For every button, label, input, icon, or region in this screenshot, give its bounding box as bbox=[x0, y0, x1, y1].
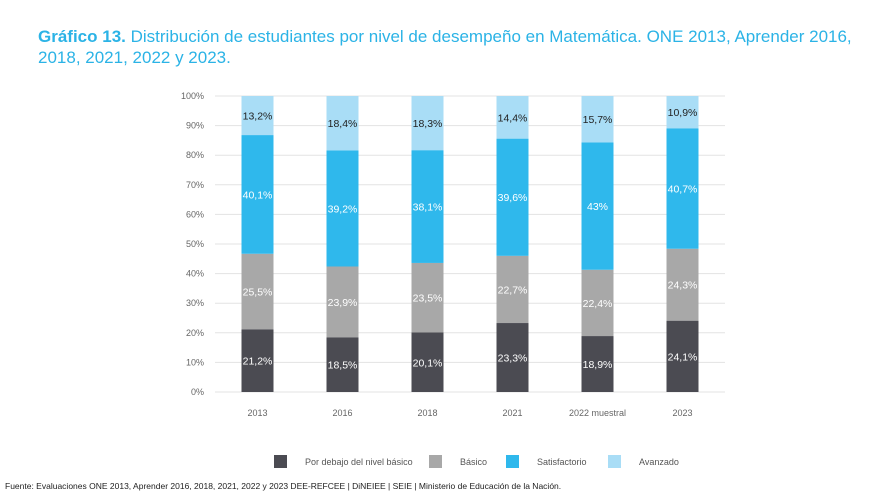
x-tick-label: 2018 bbox=[417, 408, 437, 418]
data-label: 23,5% bbox=[413, 293, 443, 305]
x-tick-label: 2016 bbox=[332, 408, 352, 418]
data-label: 18,4% bbox=[328, 118, 358, 130]
legend-label: Satisfactorio bbox=[537, 457, 587, 467]
x-tick-label: 2023 bbox=[672, 408, 692, 418]
bar-segment bbox=[326, 150, 359, 267]
data-label: 18,9% bbox=[583, 359, 613, 371]
data-label: 38,1% bbox=[413, 202, 443, 214]
data-label: 22,4% bbox=[583, 298, 613, 310]
data-label: 20,1% bbox=[413, 357, 443, 369]
data-label: 22,7% bbox=[498, 284, 528, 296]
bar-segment bbox=[241, 253, 274, 330]
bar-segment bbox=[496, 255, 529, 324]
data-label: 10,9% bbox=[668, 107, 698, 119]
data-label: 39,6% bbox=[498, 192, 528, 204]
legend-swatch bbox=[429, 455, 442, 468]
bar-segment bbox=[411, 96, 444, 151]
y-tick-label: 60% bbox=[186, 209, 204, 219]
legend-swatch bbox=[506, 455, 519, 468]
bar-segment bbox=[666, 128, 699, 249]
y-tick-label: 100% bbox=[181, 91, 204, 101]
y-tick-label: 80% bbox=[186, 150, 204, 160]
data-label: 25,5% bbox=[243, 287, 273, 299]
data-label: 40,7% bbox=[668, 184, 698, 196]
data-label: 14,4% bbox=[498, 112, 528, 124]
y-tick-label: 70% bbox=[186, 180, 204, 190]
chart-title: Gráfico 13. Distribución de estudiantes … bbox=[38, 26, 868, 68]
x-tick-label: 2013 bbox=[247, 408, 267, 418]
data-label: 21,2% bbox=[243, 356, 273, 368]
legend-swatch bbox=[608, 455, 621, 468]
bar-segment bbox=[666, 320, 699, 392]
data-label: 23,9% bbox=[328, 297, 358, 309]
data-label: 13,2% bbox=[243, 111, 273, 123]
bar-segment bbox=[411, 332, 444, 392]
bar-segment bbox=[581, 336, 614, 392]
data-label: 18,5% bbox=[328, 360, 358, 372]
legend-label: Por debajo del nivel básico bbox=[305, 457, 413, 467]
bar-segment bbox=[666, 96, 699, 129]
legend-label: Avanzado bbox=[639, 457, 679, 467]
bar-segment bbox=[326, 266, 359, 338]
bar-segment bbox=[241, 329, 274, 392]
bar-segment bbox=[411, 262, 444, 333]
y-tick-label: 50% bbox=[186, 239, 204, 249]
chart-title-lead: Gráfico 13. bbox=[38, 27, 126, 46]
legend-swatch bbox=[274, 455, 287, 468]
bar-segment bbox=[241, 135, 274, 254]
source-note: Fuente: Evaluaciones ONE 2013, Aprender … bbox=[5, 481, 562, 491]
y-tick-label: 30% bbox=[186, 298, 204, 308]
data-label: 24,1% bbox=[668, 351, 698, 363]
legend-label: Básico bbox=[460, 457, 487, 467]
bar-segment bbox=[411, 150, 444, 263]
bar-segment bbox=[581, 142, 614, 270]
data-label: 24,3% bbox=[668, 280, 698, 292]
y-tick-label: 10% bbox=[186, 357, 204, 367]
bar-segment bbox=[666, 248, 699, 321]
y-tick-label: 0% bbox=[191, 387, 204, 397]
y-tick-label: 40% bbox=[186, 269, 204, 279]
data-label: 40,1% bbox=[243, 189, 273, 201]
y-tick-label: 90% bbox=[186, 121, 204, 131]
bar-segment bbox=[496, 323, 529, 392]
chart-title-text: Distribución de estudiantes por nivel de… bbox=[38, 27, 852, 67]
bar-segment bbox=[581, 96, 614, 143]
bar-segment bbox=[326, 96, 359, 151]
x-tick-label: 2022 muestral bbox=[569, 408, 626, 418]
bar-segment bbox=[581, 269, 614, 337]
data-label: 43% bbox=[587, 201, 608, 213]
data-label: 39,2% bbox=[328, 203, 358, 215]
bar-segment bbox=[326, 337, 359, 392]
bar-segment bbox=[496, 138, 529, 256]
y-tick-label: 20% bbox=[186, 328, 204, 338]
bar-segment bbox=[496, 96, 529, 139]
data-label: 15,7% bbox=[583, 114, 613, 126]
data-label: 18,3% bbox=[413, 118, 443, 130]
data-label: 23,3% bbox=[498, 353, 528, 365]
x-tick-label: 2021 bbox=[502, 408, 522, 418]
bar-segment bbox=[241, 96, 274, 136]
